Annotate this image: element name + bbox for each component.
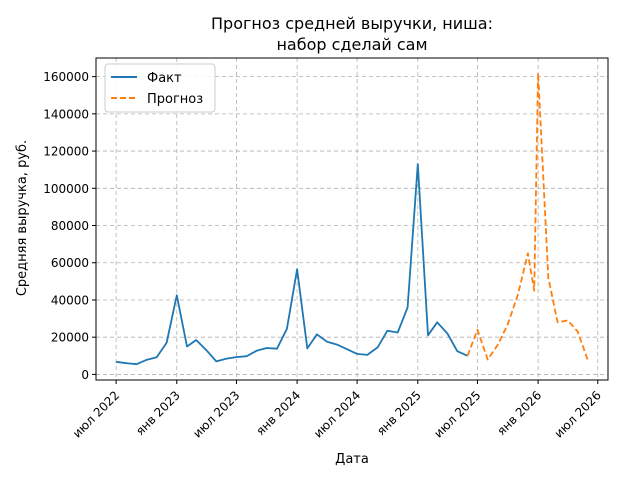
legend: Факт Прогноз — [104, 63, 216, 113]
y-tick-label: 40000 — [51, 293, 89, 307]
series-fact-line — [115, 163, 468, 366]
chart-title-line-1: Прогноз средней выручки, ниша: — [211, 14, 493, 33]
axes-frame — [95, 57, 609, 381]
x-axis-label: Дата — [335, 452, 369, 467]
y-tick-label: 80000 — [51, 219, 89, 233]
y-tick-label: 0 — [81, 368, 89, 382]
grid — [96, 58, 608, 380]
legend-fact-label: Факт — [147, 71, 182, 86]
chart-title-line-2: набор сделай сам — [276, 35, 427, 54]
y-tick-label: 140000 — [43, 107, 89, 121]
y-axis-label: Средняя выручка, руб. — [15, 140, 30, 296]
y-tick-label: 160000 — [43, 70, 89, 84]
legend-forecast-label: Прогноз — [147, 92, 203, 107]
y-tick-label: 100000 — [43, 182, 89, 196]
series-layer — [115, 72, 589, 366]
series-forecast-line — [466, 72, 589, 361]
y-tick-label: 20000 — [51, 331, 89, 345]
y-tick-label: 60000 — [51, 256, 89, 270]
y-tick-label: 120000 — [43, 145, 89, 159]
